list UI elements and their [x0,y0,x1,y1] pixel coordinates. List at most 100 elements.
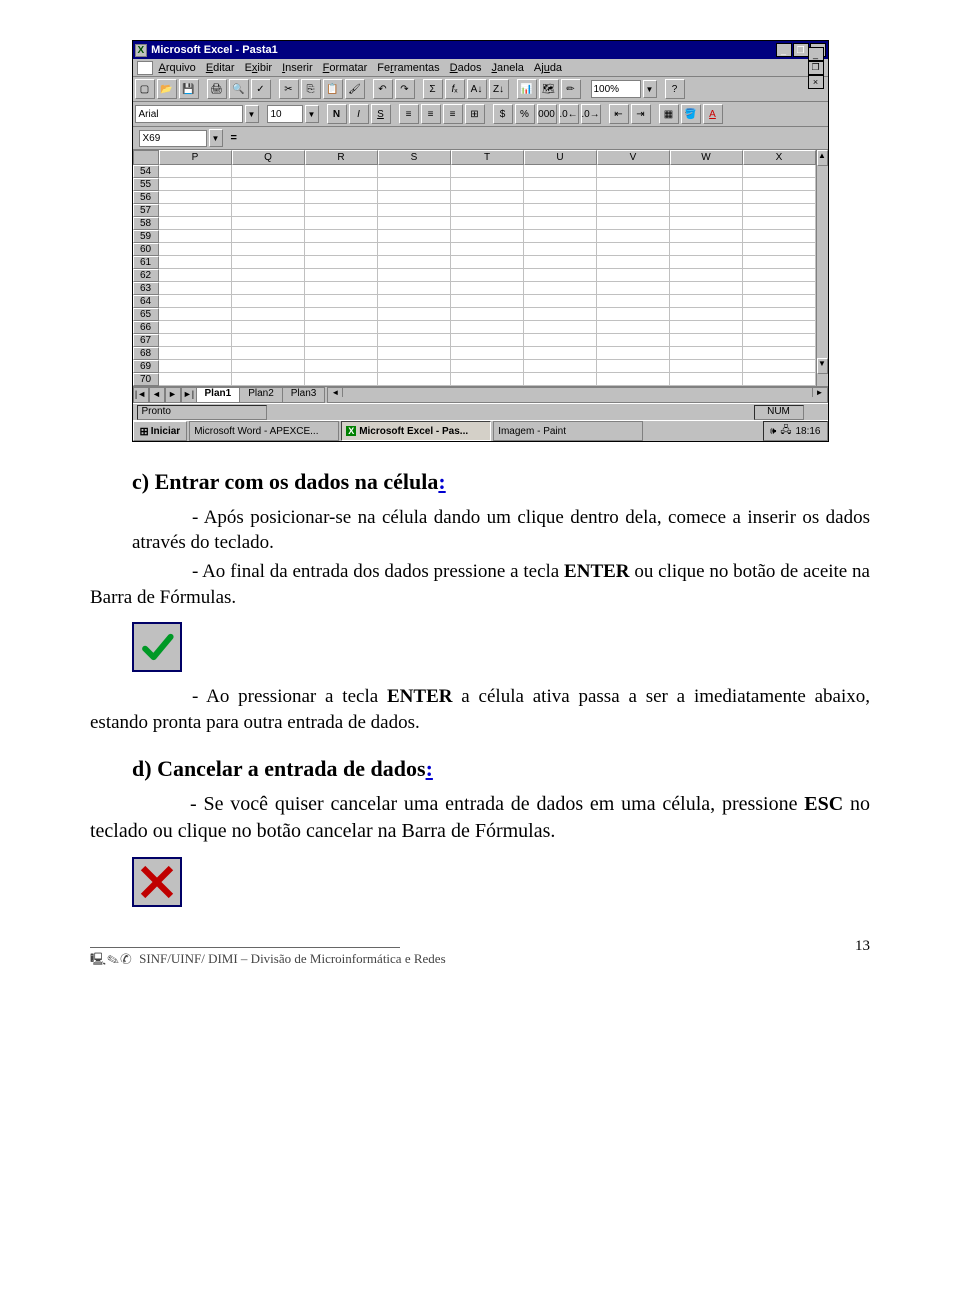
row-header[interactable]: 59 [133,230,159,243]
cell[interactable] [597,373,670,386]
column-header[interactable]: R [305,150,378,165]
cell[interactable] [159,217,232,230]
cell[interactable] [232,373,305,386]
zoom-dropdown-icon[interactable]: ▼ [643,80,657,98]
cell[interactable] [232,347,305,360]
cell[interactable] [305,165,378,178]
sheet-tab[interactable]: Plan2 [239,387,283,403]
cell[interactable] [159,308,232,321]
cell[interactable] [378,308,451,321]
cell[interactable] [232,204,305,217]
size-dropdown-icon[interactable]: ▼ [305,105,319,123]
vertical-scrollbar[interactable]: ▲ ▼ [816,150,828,386]
taskbar-item[interactable]: Microsoft Excel - Pas... [341,421,491,441]
cell[interactable] [159,165,232,178]
cell[interactable] [232,256,305,269]
cell[interactable] [378,282,451,295]
cell[interactable] [232,217,305,230]
cell[interactable] [670,373,743,386]
row-header[interactable]: 65 [133,308,159,321]
cell[interactable] [597,269,670,282]
cell[interactable] [743,178,816,191]
cell[interactable] [670,282,743,295]
cell[interactable] [305,347,378,360]
cell[interactable] [451,191,524,204]
font-dropdown-icon[interactable]: ▼ [245,105,259,123]
cell[interactable] [451,360,524,373]
doc-minimize-button[interactable]: _ [808,47,824,61]
menu-dados[interactable]: Dados [450,62,482,74]
cell[interactable] [451,269,524,282]
cell[interactable] [670,269,743,282]
italic-icon[interactable]: I [349,104,369,124]
cell[interactable] [743,217,816,230]
tab-next-icon[interactable]: ► [165,387,181,403]
cell[interactable] [524,282,597,295]
maximize-button[interactable]: ❐ [793,43,809,57]
cell[interactable] [524,256,597,269]
cell[interactable] [378,178,451,191]
cell[interactable] [597,204,670,217]
cell[interactable] [232,295,305,308]
horizontal-scrollbar[interactable] [327,387,827,403]
percent-icon[interactable]: % [515,104,535,124]
cell[interactable] [378,204,451,217]
row-header[interactable]: 61 [133,256,159,269]
cell[interactable] [378,243,451,256]
cell[interactable] [232,321,305,334]
font-name-box[interactable]: Arial [135,105,243,123]
cell[interactable] [743,191,816,204]
cell[interactable] [305,373,378,386]
cell[interactable] [305,230,378,243]
font-size-box[interactable]: 10 [267,105,303,123]
map-icon[interactable]: 🗺 [539,79,559,99]
tab-prev-icon[interactable]: ◄ [149,387,165,403]
cell[interactable] [378,321,451,334]
cell[interactable] [743,373,816,386]
cell[interactable] [597,165,670,178]
cell[interactable] [670,217,743,230]
cell[interactable] [743,243,816,256]
tab-last-icon[interactable]: ►| [181,387,197,403]
copy-icon[interactable]: ⎘ [301,79,321,99]
open-icon[interactable]: 📂 [157,79,177,99]
cell[interactable] [378,165,451,178]
cell[interactable] [159,321,232,334]
format-painter-icon[interactable]: 🖌 [345,79,365,99]
cell[interactable] [451,347,524,360]
cell[interactable] [378,373,451,386]
cell[interactable] [451,165,524,178]
cell[interactable] [232,334,305,347]
cell[interactable] [597,282,670,295]
menu-janela[interactable]: Janela [491,62,523,74]
cell[interactable] [232,269,305,282]
taskbar-item[interactable]: Imagem - Paint [493,421,643,441]
cell[interactable] [524,321,597,334]
align-center-icon[interactable]: ≡ [421,104,441,124]
chart-icon[interactable]: 📊 [517,79,537,99]
cell[interactable] [305,217,378,230]
cell[interactable] [451,321,524,334]
cell[interactable] [524,373,597,386]
cell[interactable] [597,217,670,230]
font-color-icon[interactable]: A [703,104,723,124]
merge-center-icon[interactable]: ⊞ [465,104,485,124]
menu-arquivo[interactable]: Arquivo [159,62,196,74]
column-header[interactable]: X [743,150,816,165]
sort-desc-icon[interactable]: Z↓ [489,79,509,99]
inc-decimal-icon[interactable]: .0← [559,104,579,124]
sort-asc-icon[interactable]: A↓ [467,79,487,99]
cell[interactable] [378,269,451,282]
spell-icon[interactable]: ✓ [251,79,271,99]
cell[interactable] [670,191,743,204]
menu-inserir[interactable]: Inserir [282,62,313,74]
start-button[interactable]: Iniciar [133,421,188,441]
row-header[interactable]: 66 [133,321,159,334]
cell[interactable] [670,308,743,321]
cell[interactable] [159,269,232,282]
cell[interactable] [232,360,305,373]
cell[interactable] [305,321,378,334]
cell[interactable] [597,334,670,347]
cell[interactable] [670,204,743,217]
doc-maximize-button[interactable]: ❐ [808,61,824,75]
